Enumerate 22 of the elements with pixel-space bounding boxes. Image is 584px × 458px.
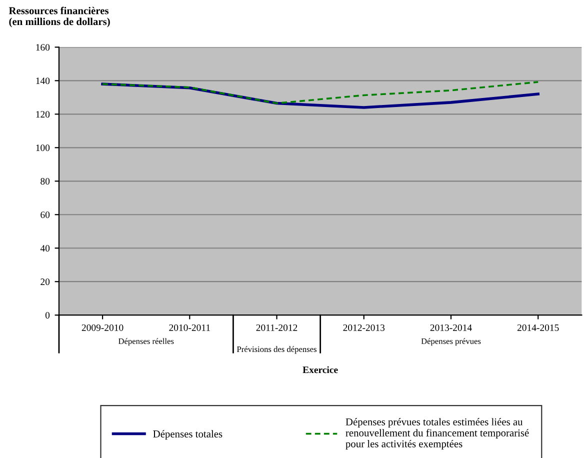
x-tick-label: 2014-2015 [517, 324, 559, 331]
y-tick-label: 60 [40, 212, 50, 218]
x-tick-label: 2011-2012 [256, 324, 298, 331]
x-tick-label: 2013-2014 [430, 324, 472, 331]
y-tick-label: 160 [36, 44, 50, 51]
text: Prévisions des dépenses [236, 346, 317, 354]
y-tick-label: 140 [36, 78, 50, 84]
y-tick-label: 20 [40, 278, 50, 286]
y-tick-label: 80 [40, 178, 50, 185]
legend-label: Dépenses totales [153, 430, 222, 440]
legend-label: Dépenses prévues totales estimées liées au renouvellement du financement temporarisé pour les activités exemptées [346, 418, 529, 450]
x-axis-title: Exercice [302, 366, 338, 374]
text: Dépenses réelles [118, 338, 174, 346]
chart-title: Ressources financières (en millions de dollars) [8, 6, 110, 28]
y-tick-label: 40 [40, 245, 50, 252]
x-tick-label: 2009-2010 [82, 324, 124, 331]
x-tick-label: 2012-2013 [343, 324, 385, 331]
y-tick-label: 100 [36, 144, 50, 152]
y-tick-label: 0 [45, 312, 50, 319]
text: Dépenses prévues [421, 338, 481, 346]
y-tick-label: 120 [36, 111, 50, 118]
x-tick-label: 2010-2011 [169, 324, 210, 331]
